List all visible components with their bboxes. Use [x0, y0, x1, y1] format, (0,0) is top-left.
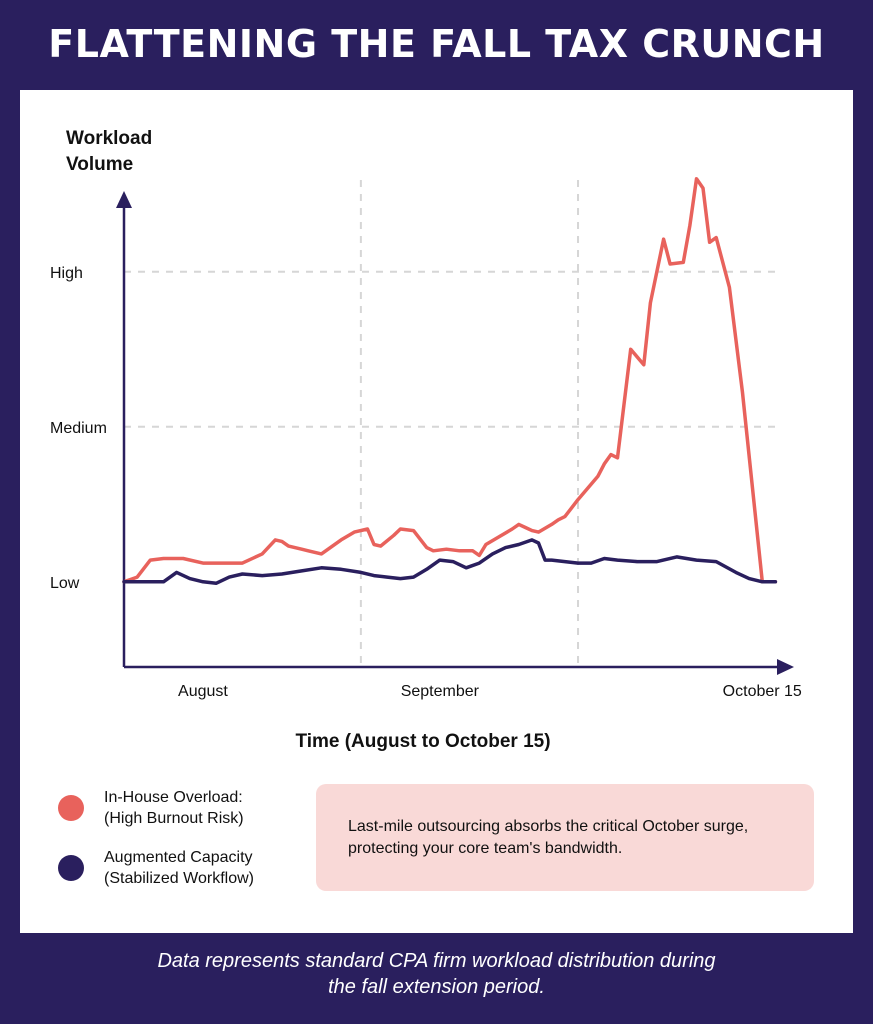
y-tick-label-medium: Medium [50, 420, 107, 437]
series-line-overload [122, 177, 778, 584]
legend-item-overload: In-House Overload: (High Burnout Risk) [58, 787, 318, 847]
callout-box: Last-mile outsourcing absorbs the critic… [316, 784, 814, 891]
x-axis-arrow-icon [777, 659, 794, 675]
workload-line-chart: Low Medium High Workload Volume August Septemb… [50, 128, 802, 752]
legend-item-capacity: Augmented Capacity (Stabilized Workflow) [58, 847, 318, 907]
legend-overload-dot-icon [58, 795, 84, 821]
y-axis-arrow-icon [116, 191, 132, 208]
legend-capacity-label: Augmented Capacity (Stabilized Workflow) [104, 849, 254, 887]
y-tick-label-high: High [50, 265, 83, 282]
x-axis-title: Time (August to October 15) [295, 731, 550, 752]
x-tick-label-0: August [178, 683, 228, 700]
chart-panel: Low Medium High Workload Volume August Septemb… [20, 90, 853, 933]
series-line-capacity [122, 538, 778, 586]
x-tick-label-1: September [401, 683, 480, 700]
legend-overload-label: In-House Overload: (High Burnout Risk) [104, 789, 244, 827]
footnote: Data represents standard CPA firm worklo… [157, 950, 716, 998]
y-axis-title: Workload Volume [66, 128, 152, 175]
page-title: FLATTENING THE FALL TAX CRUNCH [48, 22, 825, 66]
legend-capacity-dot-icon [58, 855, 84, 881]
x-tick-label-2: October 15 [723, 683, 802, 700]
callout-text: Last-mile outsourcing absorbs the critic… [348, 818, 749, 857]
y-tick-label-low: Low [50, 575, 80, 592]
